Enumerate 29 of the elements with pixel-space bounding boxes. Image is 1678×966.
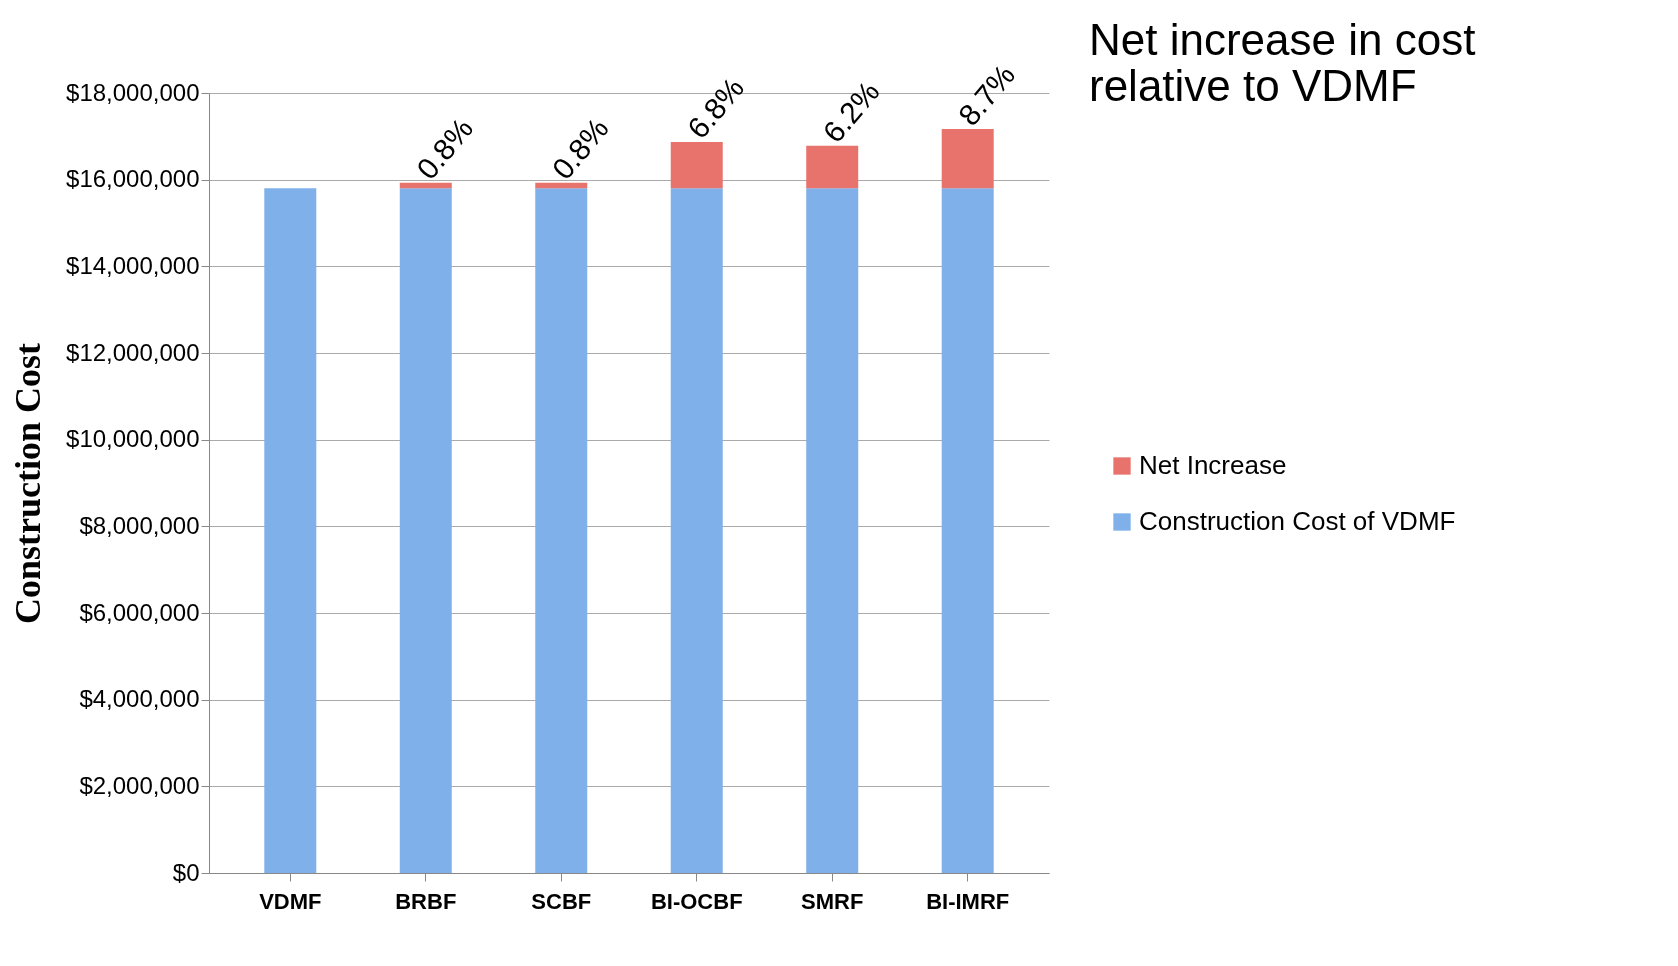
y-tick-label: $8,000,000 xyxy=(79,511,200,539)
y-tick-label: $4,000,000 xyxy=(79,685,200,713)
x-tick-label: BI-IMRF xyxy=(926,888,1010,914)
y-tick-label: $6,000,000 xyxy=(79,598,200,626)
y-axis-title: Construction Cost xyxy=(8,342,49,625)
legend-label: Net Increase xyxy=(1139,450,1287,480)
y-tick-label: $14,000,000 xyxy=(66,251,200,279)
bar xyxy=(264,188,317,873)
text: Net increase in cost relative to VDMF xyxy=(1089,15,1476,111)
x-tick-label: VDMF xyxy=(259,888,322,914)
bar xyxy=(670,188,723,873)
y-tick-label: $16,000,000 xyxy=(66,165,200,193)
bar xyxy=(670,141,723,189)
y-tick-label: $18,000,000 xyxy=(66,78,200,106)
y-tick-label: $2,000,000 xyxy=(79,771,200,799)
bar xyxy=(941,128,994,189)
bar xyxy=(941,188,994,873)
x-tick-label: SCBF xyxy=(531,888,592,914)
bar xyxy=(399,188,452,873)
legend-label: Construction Cost of VDMF xyxy=(1139,506,1456,536)
x-tick-label: BRBF xyxy=(395,888,457,914)
bar xyxy=(535,188,588,873)
x-tick-label: SMRF xyxy=(801,888,864,914)
bar xyxy=(806,188,859,873)
y-tick-label: $12,000,000 xyxy=(66,338,200,366)
y-tick-label: $10,000,000 xyxy=(66,425,200,453)
y-tick-label: $0 xyxy=(172,858,200,886)
x-tick-label: BI-OCBF xyxy=(650,888,743,914)
bar xyxy=(806,145,859,189)
